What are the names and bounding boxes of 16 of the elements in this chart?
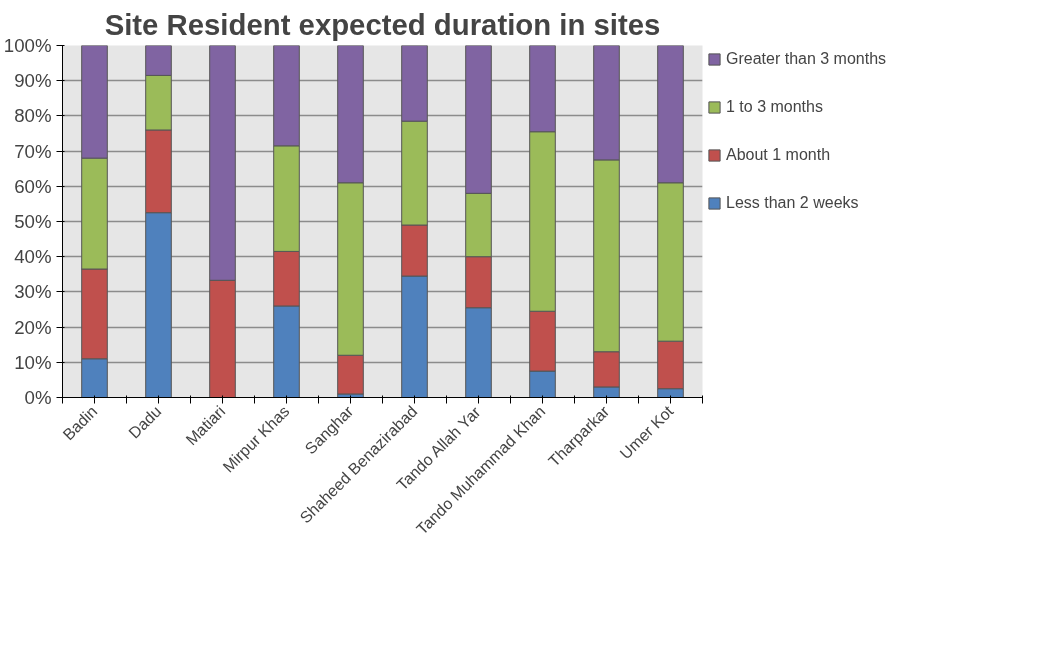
legend-label: About 1 month [726, 146, 831, 164]
y-tick-label: 90% [14, 70, 52, 92]
y-tick-label: 20% [14, 316, 52, 338]
y-tick-label: 10% [14, 351, 52, 373]
y-tick-label: 60% [14, 175, 52, 197]
y-tick-label: 30% [14, 281, 52, 303]
legend-label: Greater than 3 months [726, 50, 887, 68]
y-tick-label: 80% [14, 105, 52, 127]
y-tick-label: 70% [14, 140, 52, 162]
legend-label: 1 to 3 months [726, 98, 823, 116]
legend-label: Less than 2 weeks [726, 194, 859, 212]
y-tick-label: 100% [3, 35, 52, 56]
y-tick-label: 50% [14, 211, 52, 232]
y-tick-label: 40% [14, 246, 52, 268]
y-tick-label: 0% [24, 387, 52, 408]
chart-title: Site Resident expected duration in sites [104, 7, 661, 41]
